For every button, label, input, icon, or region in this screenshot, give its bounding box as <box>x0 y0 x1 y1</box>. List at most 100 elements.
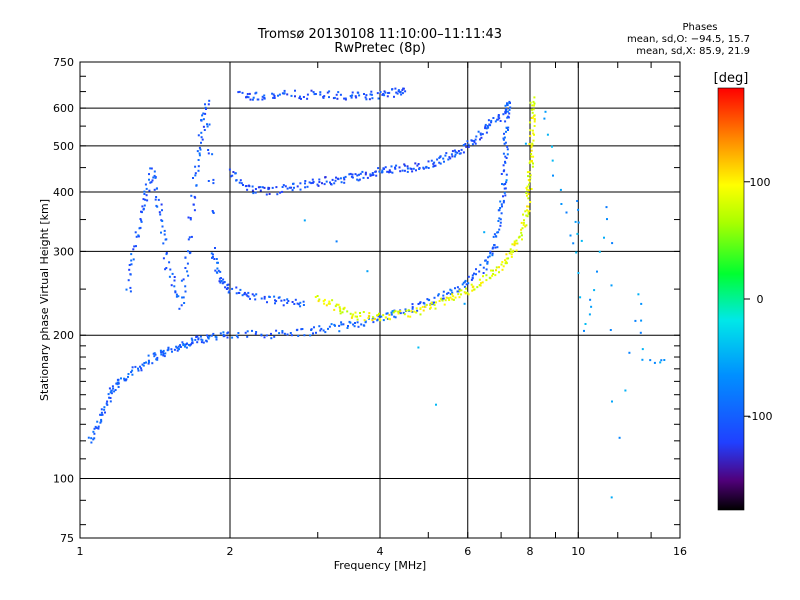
data-point <box>165 253 168 256</box>
data-point <box>215 338 218 341</box>
data-point <box>316 183 319 186</box>
data-point <box>137 367 139 370</box>
data-point <box>170 348 173 351</box>
data-point <box>525 214 528 217</box>
data-point <box>268 295 271 298</box>
data-point <box>397 310 400 313</box>
data-point <box>259 189 262 192</box>
data-point <box>640 302 643 305</box>
data-point <box>103 406 106 409</box>
data-point <box>178 348 180 351</box>
data-point <box>184 256 187 259</box>
data-point <box>220 280 223 282</box>
data-point <box>160 351 163 354</box>
data-point <box>386 312 389 315</box>
data-point <box>302 300 305 303</box>
data-point <box>281 190 284 193</box>
data-point <box>190 337 193 340</box>
data-point <box>425 303 428 306</box>
data-point <box>276 193 279 196</box>
data-point <box>181 296 184 299</box>
data-point <box>344 97 347 100</box>
data-point <box>219 332 222 335</box>
data-point <box>347 325 349 327</box>
data-point <box>354 311 357 314</box>
data-point <box>140 219 143 222</box>
data-point <box>505 126 508 129</box>
data-point <box>377 315 380 318</box>
data-point <box>579 296 582 299</box>
data-point <box>342 307 345 310</box>
data-point <box>511 243 514 246</box>
data-point <box>245 293 248 296</box>
data-point <box>253 294 256 297</box>
data-point <box>503 191 506 194</box>
data-point <box>197 134 200 137</box>
data-point <box>162 354 165 357</box>
data-point <box>334 324 336 327</box>
data-point <box>473 141 476 144</box>
data-point <box>611 242 614 245</box>
data-point <box>432 162 435 165</box>
data-point <box>271 186 274 189</box>
data-point <box>184 290 187 293</box>
data-point <box>346 327 349 329</box>
data-point <box>659 361 662 364</box>
data-point <box>338 324 341 327</box>
data-point <box>411 303 414 306</box>
data-point <box>361 170 364 173</box>
data-point <box>200 131 203 134</box>
data-point <box>207 152 210 155</box>
data-point <box>337 303 340 306</box>
data-point <box>386 95 389 98</box>
data-point <box>162 349 165 352</box>
data-point <box>231 287 234 290</box>
data-point <box>215 336 218 339</box>
data-point <box>521 227 524 230</box>
data-point <box>532 155 535 158</box>
data-point <box>246 93 249 95</box>
data-point <box>188 344 191 347</box>
data-point <box>456 286 459 289</box>
data-point <box>406 167 409 170</box>
data-point <box>496 118 499 121</box>
data-point <box>449 293 452 296</box>
data-point <box>251 329 253 332</box>
data-point <box>151 362 154 365</box>
data-point <box>313 93 316 96</box>
data-point <box>339 177 342 180</box>
data-point <box>196 150 199 153</box>
data-point <box>230 175 233 178</box>
data-point <box>339 310 342 312</box>
data-point <box>490 269 492 272</box>
data-point <box>433 161 436 164</box>
data-point <box>158 211 161 214</box>
data-point <box>464 292 467 295</box>
data-point <box>212 178 215 181</box>
data-point <box>353 325 356 328</box>
data-point <box>505 181 508 184</box>
data-point <box>489 250 492 253</box>
data-point <box>199 335 202 338</box>
data-point <box>171 272 174 275</box>
data-point <box>525 192 528 194</box>
data-point <box>148 178 150 181</box>
data-point <box>177 295 180 298</box>
data-point <box>531 111 534 114</box>
data-point <box>502 195 504 198</box>
data-point <box>216 267 219 270</box>
data-point <box>149 167 152 170</box>
data-point <box>442 297 445 300</box>
data-point <box>426 298 429 301</box>
data-point <box>356 178 359 181</box>
colorbar-tick-label: 0 <box>757 293 764 306</box>
data-point <box>235 292 238 295</box>
data-point <box>530 160 533 163</box>
data-point <box>223 281 226 283</box>
data-point <box>94 425 97 428</box>
data-point <box>261 95 264 98</box>
data-point <box>364 173 367 176</box>
data-point <box>263 336 266 339</box>
data-point <box>529 135 532 137</box>
data-point <box>321 182 323 185</box>
